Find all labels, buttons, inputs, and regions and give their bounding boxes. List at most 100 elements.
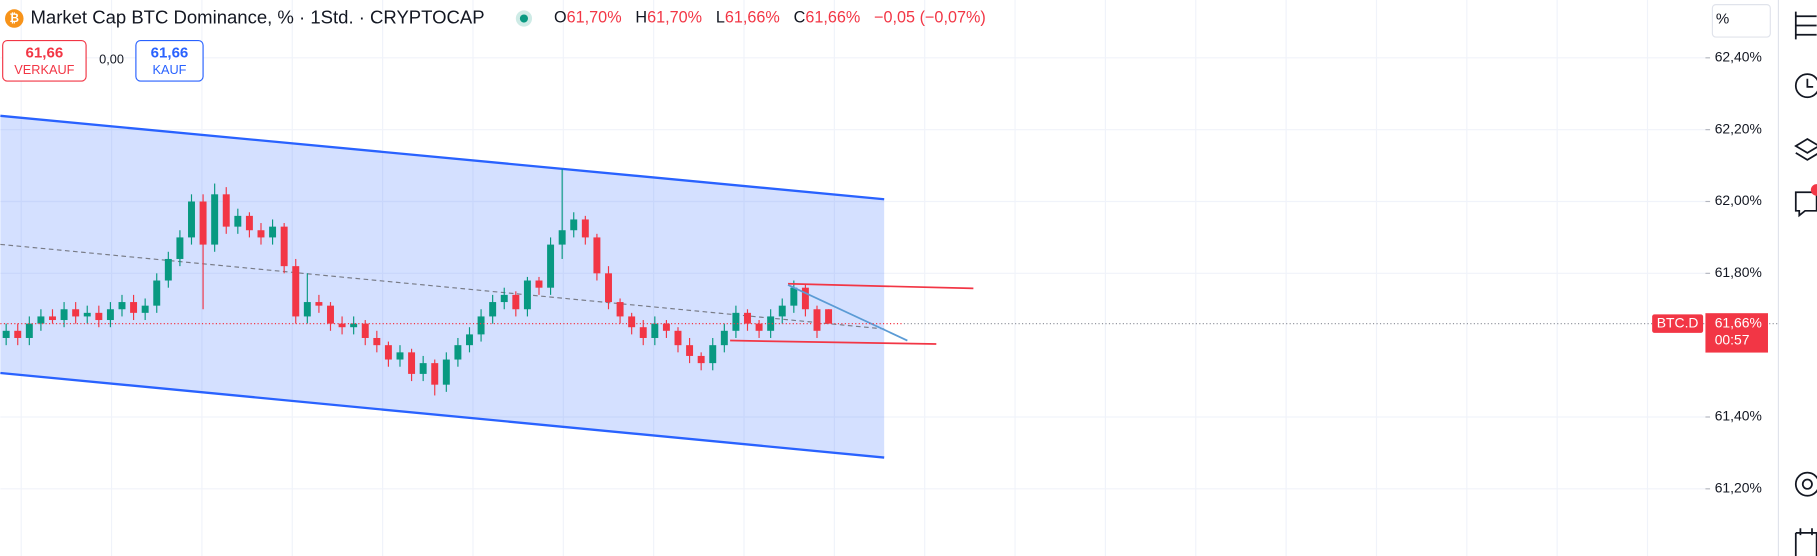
candle-body: [396, 352, 404, 360]
ohlc-value: 61,66%: [805, 9, 860, 27]
candle-body: [605, 273, 612, 303]
sell-price[interactable]: 61,66: [26, 44, 64, 61]
change: −0,05 (−0,07%): [874, 9, 986, 27]
trend-line: [788, 282, 974, 290]
candle-body: [95, 312, 103, 321]
candle-body: [547, 244, 555, 288]
candle-body: [755, 323, 763, 331]
price-label: 61,66%: [1715, 314, 1762, 330]
candle-body: [130, 302, 138, 313]
y-tick-label: 61,20%: [1715, 480, 1762, 496]
candle-body: [662, 323, 670, 331]
candle-body: [581, 219, 589, 238]
sell-label[interactable]: VERKAUF: [14, 62, 74, 77]
buy-price[interactable]: 61,66: [151, 44, 189, 61]
ohlc-key: C: [794, 9, 806, 27]
candle-body: [523, 280, 531, 310]
ohlc-value: 61,66%: [725, 9, 780, 27]
chart-title: Market Cap BTC Dominance, % · 1Std. · CR…: [30, 6, 484, 27]
candle-body: [593, 237, 601, 274]
candles: [2, 169, 833, 396]
candle-body: [14, 330, 22, 338]
buy-label[interactable]: KAUF: [152, 62, 186, 77]
candle-body: [2, 330, 10, 338]
candle-body: [651, 323, 659, 338]
trend-line: [787, 284, 908, 342]
sidebar-icons[interactable]: [1794, 11, 1817, 556]
scale-mode-button[interactable]: [1711, 4, 1771, 38]
y-tick-label: 62,40%: [1715, 48, 1762, 64]
ohlc-value: 61,70%: [647, 9, 702, 27]
buy-button[interactable]: [135, 39, 204, 82]
coin-icon: [5, 9, 24, 28]
candle-body: [639, 327, 647, 338]
spread: 0,00: [99, 52, 124, 67]
candle-body: [118, 302, 126, 310]
candle-body: [280, 226, 288, 267]
candle-body: [199, 201, 207, 245]
candle-body: [384, 345, 392, 360]
candle-body: [466, 334, 473, 346]
sell-button[interactable]: [2, 39, 87, 82]
notification-dot: [1810, 184, 1817, 196]
candle-body: [141, 305, 149, 313]
scale-mode[interactable]: %: [1716, 11, 1729, 28]
channel-upper: [0, 114, 885, 201]
candle-body: [37, 316, 45, 324]
candle-body: [744, 312, 751, 324]
candle-body: [106, 309, 114, 321]
candle-body: [373, 337, 381, 346]
candle-body: [222, 194, 230, 227]
ohlc-key: L: [716, 9, 725, 27]
candle-body: [350, 323, 358, 328]
ohlc-legend: O61,70% H61,70% L61,66% C61,66% −0,05 (−…: [554, 9, 986, 27]
y-tick-label: 62,20%: [1715, 120, 1762, 136]
candle-body: [442, 359, 450, 385]
candle-body: [628, 316, 636, 328]
candle-body: [500, 294, 508, 303]
candle-body: [60, 309, 68, 321]
candle-body: [315, 302, 323, 306]
candle-body: [801, 287, 809, 310]
ohlc-key: O: [554, 9, 567, 27]
candle-body: [674, 330, 682, 346]
candle-body: [25, 323, 33, 338]
countdown: 00:57: [1715, 332, 1750, 348]
channel-fill: [0, 115, 885, 458]
candle-body: [303, 302, 311, 317]
candle-body: [72, 309, 80, 317]
candle-body: [338, 323, 346, 328]
candle-body: [489, 302, 497, 317]
candle-body: [570, 219, 578, 231]
candle-body: [408, 352, 416, 374]
candle-body: [419, 363, 427, 374]
ohlc-key: H: [635, 9, 647, 27]
candle-body: [790, 287, 798, 306]
candle-body: [697, 355, 705, 364]
price-label-box: [1705, 313, 1768, 353]
candle-body: [361, 323, 369, 338]
candle-body: [49, 316, 56, 321]
coin-glyph: ₿: [10, 13, 19, 25]
candle-body: [558, 230, 566, 245]
candle-body: [616, 302, 624, 317]
candle-body: [767, 316, 775, 331]
candle-body: [778, 305, 786, 317]
candle-body: [153, 280, 161, 306]
price-overlay: BTC.D 61,66% 00:57: [0, 313, 1779, 353]
candle-body: [164, 258, 172, 281]
candle-body: [512, 294, 520, 310]
candle-body: [327, 305, 334, 324]
symbol-tag-box: [1652, 314, 1704, 333]
candle-body: [211, 194, 219, 245]
candle-body: [686, 345, 694, 356]
vertical-grid: [20, 0, 1649, 556]
candle-body: [292, 266, 300, 317]
candle-body: [431, 363, 439, 385]
candle-body: [188, 201, 195, 238]
status-dot: [519, 14, 528, 23]
candle-body: [176, 237, 184, 259]
candle-body: [720, 330, 728, 346]
